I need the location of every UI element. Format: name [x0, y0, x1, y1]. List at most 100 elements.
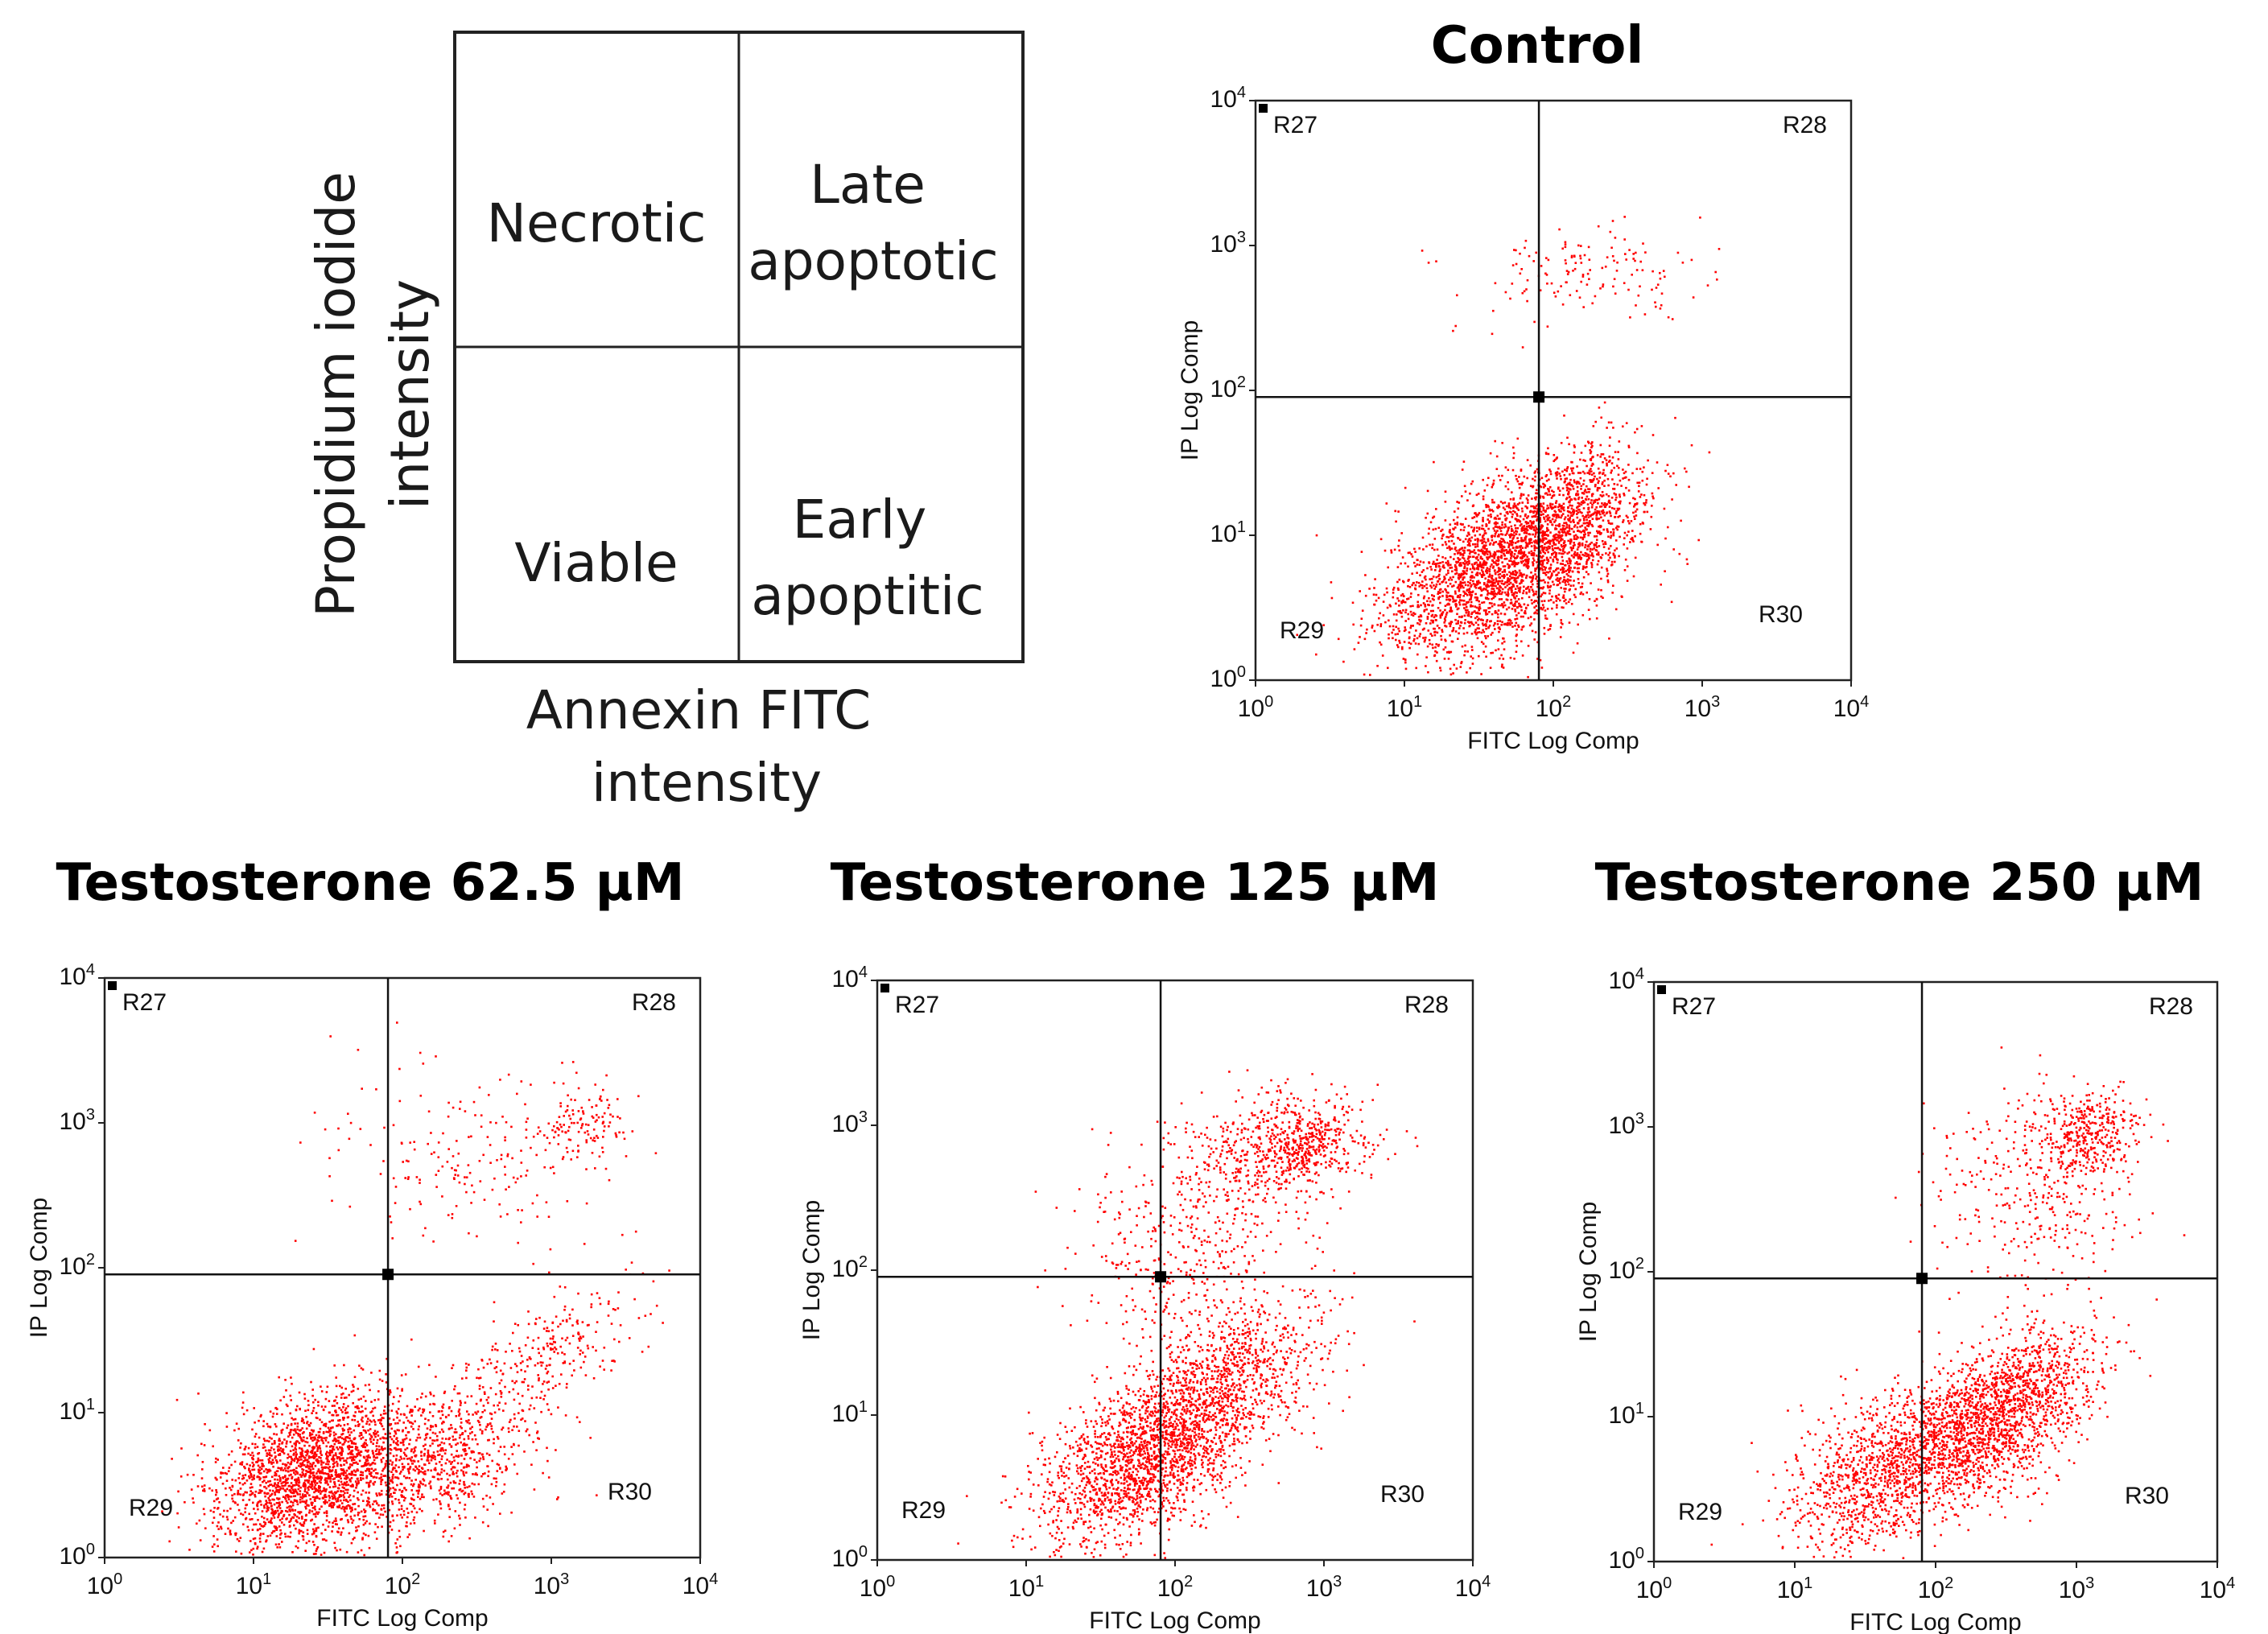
data-point [1485, 638, 1487, 640]
data-point [397, 1429, 399, 1431]
data-point [1516, 577, 1519, 580]
data-point [1468, 563, 1470, 565]
data-point [1501, 475, 1503, 477]
data-point [1486, 506, 1488, 509]
data-point [331, 1474, 333, 1476]
data-point [1454, 564, 1457, 567]
data-point [380, 1414, 382, 1417]
data-point [1451, 547, 1454, 550]
data-point [1379, 625, 1382, 628]
data-point [1400, 563, 1402, 565]
data-point [320, 1533, 323, 1535]
data-point [1373, 587, 1375, 589]
data-point [1402, 600, 1404, 602]
data-point [1419, 574, 1421, 576]
data-point [1359, 636, 1361, 638]
gate-handle[interactable] [1533, 391, 1544, 402]
data-point [238, 1509, 241, 1512]
data-point [1558, 493, 1561, 496]
data-point [284, 1379, 287, 1381]
data-point [1530, 571, 1532, 574]
data-point [1510, 560, 1512, 563]
data-point [1615, 539, 1618, 542]
data-point [414, 1421, 416, 1423]
data-point [1569, 541, 1572, 543]
data-point [1530, 586, 1532, 588]
data-point [1497, 620, 1499, 622]
data-point [1478, 493, 1480, 495]
data-point [1570, 468, 1573, 470]
data-point [1655, 306, 1657, 308]
data-point [1499, 547, 1502, 549]
data-point [361, 1549, 363, 1552]
data-point [1566, 487, 1569, 489]
data-point [315, 1553, 317, 1555]
data-point [278, 1492, 280, 1494]
data-point [1528, 525, 1531, 527]
data-point [1580, 531, 1582, 534]
data-point [1631, 538, 1634, 541]
data-point [364, 1457, 366, 1459]
data-point [343, 1429, 345, 1431]
region-label-bottom-right: R30 [1759, 601, 1803, 628]
data-point [290, 1501, 292, 1504]
data-point [1477, 545, 1479, 547]
data-point [1527, 562, 1529, 564]
data-point [1478, 624, 1480, 626]
data-point [1594, 484, 1597, 486]
data-point [1482, 510, 1485, 513]
data-point [1581, 501, 1583, 504]
data-point [295, 1418, 297, 1421]
data-point [1493, 557, 1495, 559]
data-point [336, 1465, 339, 1467]
data-point [1515, 542, 1517, 544]
data-point [1453, 558, 1455, 560]
data-point [1476, 515, 1478, 518]
data-point [1511, 544, 1513, 547]
data-point [283, 1524, 286, 1526]
data-point [1425, 656, 1428, 658]
data-point [1541, 556, 1544, 559]
data-point [184, 1501, 186, 1504]
data-point [403, 1458, 406, 1460]
data-point [274, 1451, 276, 1454]
data-point [258, 1472, 261, 1475]
data-point [304, 1409, 307, 1412]
data-point [262, 1533, 265, 1535]
data-point [285, 1518, 287, 1521]
data-point [1473, 530, 1475, 533]
data-point [1469, 667, 1471, 670]
data-point [1574, 596, 1577, 599]
data-point [347, 1423, 349, 1426]
data-point [1524, 551, 1526, 554]
data-point [212, 1446, 214, 1448]
data-point [1501, 621, 1503, 624]
data-point [1621, 596, 1623, 598]
data-point [1651, 289, 1653, 291]
data-point [1561, 621, 1563, 624]
data-point [1578, 483, 1581, 485]
data-point [1577, 571, 1579, 573]
data-point [354, 1419, 357, 1421]
data-point [1635, 557, 1637, 559]
data-point [1491, 613, 1494, 616]
data-point [1429, 639, 1431, 642]
data-point [1512, 264, 1515, 266]
data-point [1506, 581, 1508, 584]
data-point [1512, 563, 1515, 565]
data-point [1433, 584, 1435, 587]
data-point [1502, 534, 1504, 536]
data-point [1520, 629, 1523, 631]
data-point [361, 1405, 363, 1408]
data-point [1560, 563, 1562, 565]
data-point [1596, 546, 1598, 548]
x-axis-label: FITC Log Comp [1467, 728, 1639, 754]
data-point [315, 1472, 318, 1475]
data-point [266, 1518, 269, 1521]
data-point [1490, 620, 1492, 622]
data-point [1470, 575, 1473, 577]
data-point [352, 1384, 354, 1386]
data-point [385, 1433, 387, 1435]
data-point [1520, 609, 1523, 612]
data-point [1543, 606, 1545, 609]
